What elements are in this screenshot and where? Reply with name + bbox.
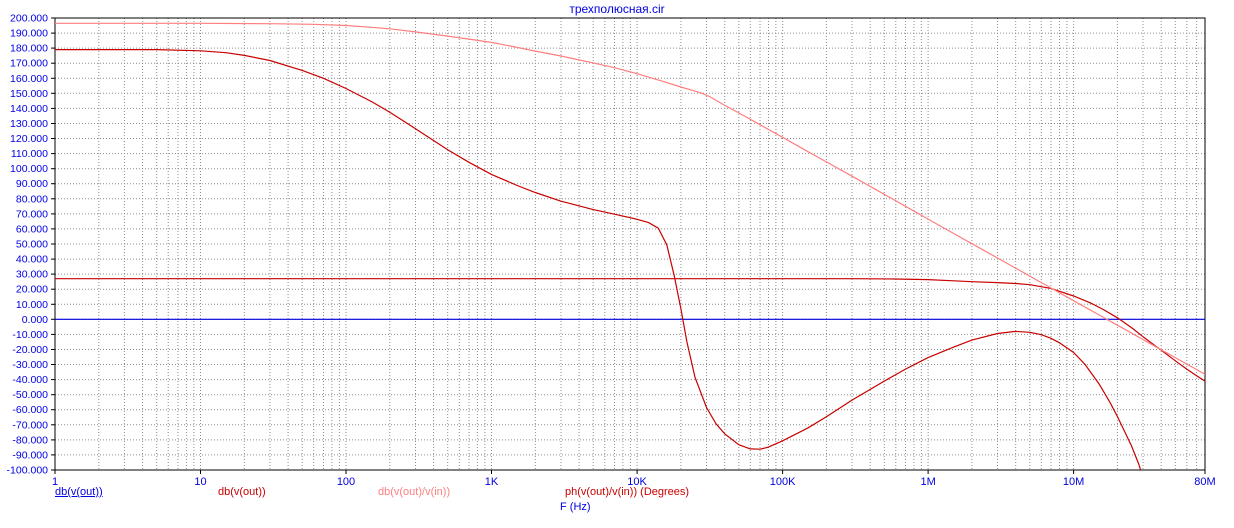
series-line: [55, 48, 1142, 470]
legend-db-vout[interactable]: db(v(out)): [55, 486, 103, 498]
y-tick-label: -40.000: [12, 374, 48, 386]
y-tick-label: 110.000: [11, 148, 48, 160]
y-tick-label: -60.000: [12, 404, 48, 416]
y-tick-label: -20.000: [12, 344, 48, 356]
y-tick-label: -100.000: [7, 465, 49, 477]
y-tick-label: -30.000: [12, 359, 48, 371]
x-tick-label: 80M: [1194, 476, 1215, 488]
y-tick-label: 60.000: [16, 223, 48, 235]
page-title: трехполюсная.cir: [569, 2, 665, 16]
y-tick-label: -10.000: [12, 329, 48, 341]
y-tick-label: 70.000: [16, 208, 48, 220]
x-tick-label: 10: [194, 476, 206, 488]
frequency-axis-label: F (Hz): [560, 501, 591, 513]
y-tick-label: 180.000: [10, 43, 48, 55]
legend-db-vout-over-vin[interactable]: db(v(out)/v(in)): [378, 486, 451, 498]
y-tick-label: -70.000: [12, 419, 48, 431]
y-tick-label: 120.000: [10, 133, 48, 145]
x-tick-label: 100: [337, 476, 355, 488]
y-tick-label: 80.000: [16, 193, 48, 205]
y-tick-label: 40.000: [16, 254, 48, 266]
y-tick-label: 150.000: [10, 88, 48, 100]
y-tick-label: -90.000: [12, 449, 48, 461]
y-tick-label: 200.000: [10, 13, 48, 25]
y-tick-label: 50.000: [16, 239, 48, 251]
y-tick-label: 10.000: [16, 299, 48, 311]
v-gridlines: [98, 18, 1198, 470]
y-tick-label: -80.000: [12, 434, 48, 446]
y-tick-label: 20.000: [16, 284, 48, 296]
y-tick-label: 90.000: [16, 178, 48, 190]
x-tick-label: 10M: [1063, 476, 1084, 488]
y-tick-label: 170.000: [10, 58, 48, 70]
legend-db-vout-2[interactable]: db(v(out)): [218, 486, 266, 498]
y-tick-label: 30.000: [16, 269, 48, 281]
y-tick-label: 100.000: [10, 163, 48, 175]
x-tick-label: 100K: [770, 476, 796, 488]
y-axis: 200.000 190.000 180.000 170.000 160.000 150.0…: [7, 13, 55, 477]
y-tick-label: 0.000: [22, 314, 48, 326]
x-axis: 1 10 100 1K 10K 100K 1M 10M 80M: [52, 470, 1216, 488]
series-line: [55, 22, 1205, 375]
x-tick-label: 1K: [485, 476, 499, 488]
y-tick-label: 190.000: [10, 28, 48, 40]
y-tick-label: -50.000: [12, 389, 48, 401]
x-tick-label: 1: [52, 476, 58, 488]
legend-ph-vout-over-vin[interactable]: ph(v(out)/v(in)) (Degrees): [565, 486, 690, 498]
x-tick-label: 1M: [920, 476, 935, 488]
x-tick-label: 10K: [627, 476, 647, 488]
y-tick-label: 160.000: [10, 73, 48, 85]
y-tick-label: 130.000: [10, 118, 48, 130]
y-tick-label: 140.000: [10, 103, 48, 115]
